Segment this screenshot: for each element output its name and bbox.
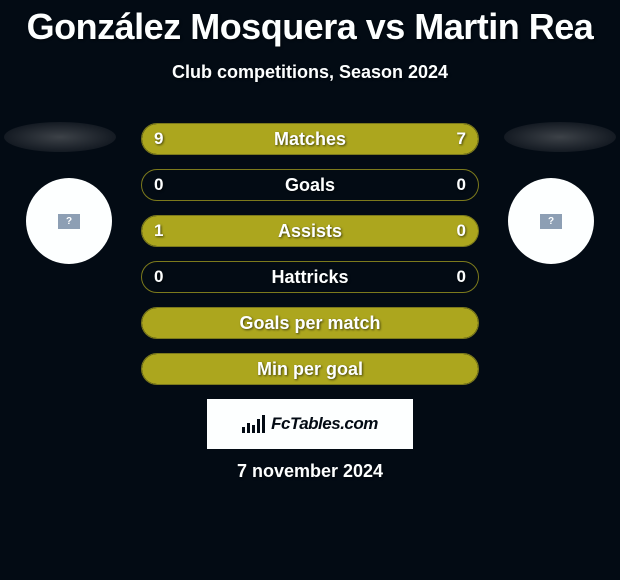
stats-container: 9Matches70Goals01Assists00Hattricks0Goal… — [141, 123, 479, 385]
stat-row: Goals per match — [141, 307, 479, 339]
subtitle: Club competitions, Season 2024 — [0, 62, 620, 83]
stat-row: Min per goal — [141, 353, 479, 385]
stat-value-right: 7 — [457, 129, 466, 149]
brand-bars-icon — [242, 415, 265, 433]
stat-label: Goals per match — [142, 313, 478, 334]
stat-value-right: 0 — [457, 267, 466, 287]
stat-value-right: 0 — [457, 221, 466, 241]
stat-value-right: 0 — [457, 175, 466, 195]
shadow-left-ellipse — [4, 122, 116, 152]
brand-text: FcTables.com — [271, 414, 378, 434]
date-label: 7 november 2024 — [0, 461, 620, 482]
stat-label: Assists — [142, 221, 478, 242]
placeholder-icon — [58, 214, 80, 229]
page-title: González Mosquera vs Martin Rea — [0, 0, 620, 48]
stat-label: Min per goal — [142, 359, 478, 380]
stat-label: Hattricks — [142, 267, 478, 288]
stat-row: 0Goals0 — [141, 169, 479, 201]
avatar-left — [26, 178, 112, 264]
brand-box: FcTables.com — [207, 399, 413, 449]
shadow-right-ellipse — [504, 122, 616, 152]
stat-row: 1Assists0 — [141, 215, 479, 247]
stat-label: Goals — [142, 175, 478, 196]
stat-row: 9Matches7 — [141, 123, 479, 155]
stat-label: Matches — [142, 129, 478, 150]
avatar-right — [508, 178, 594, 264]
stat-row: 0Hattricks0 — [141, 261, 479, 293]
placeholder-icon — [540, 214, 562, 229]
